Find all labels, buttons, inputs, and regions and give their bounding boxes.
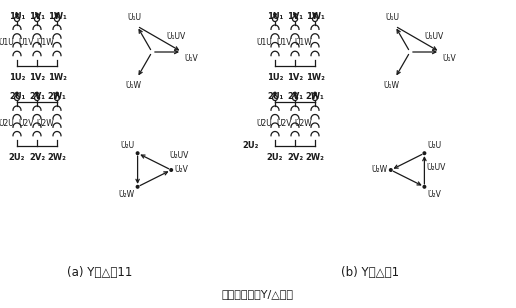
Text: U̇₁V: U̇₁V bbox=[442, 54, 456, 63]
Text: 1W₁: 1W₁ bbox=[47, 12, 67, 21]
Text: 2W₁: 2W₁ bbox=[305, 92, 325, 101]
Text: U̇₂UV: U̇₂UV bbox=[169, 151, 188, 160]
Text: U̇₂U: U̇₂U bbox=[427, 141, 442, 150]
Polygon shape bbox=[423, 185, 426, 188]
Text: U̇2U: U̇2U bbox=[0, 119, 14, 128]
Text: U̇₁UV: U̇₁UV bbox=[425, 31, 444, 41]
Text: 1V₁: 1V₁ bbox=[287, 12, 303, 21]
Text: 2U₂: 2U₂ bbox=[267, 153, 283, 162]
Text: (a) Y／△－11: (a) Y／△－11 bbox=[67, 266, 133, 279]
Text: U̇₁W: U̇₁W bbox=[125, 81, 141, 90]
Polygon shape bbox=[294, 13, 296, 16]
Text: (b) Y／△－1: (b) Y／△－1 bbox=[341, 266, 399, 279]
Text: 2U₂: 2U₂ bbox=[9, 153, 25, 162]
Text: U̇1U: U̇1U bbox=[0, 38, 14, 47]
Polygon shape bbox=[16, 13, 18, 16]
Polygon shape bbox=[274, 13, 276, 16]
Polygon shape bbox=[56, 92, 58, 95]
Text: U̇2W: U̇2W bbox=[294, 119, 312, 128]
Polygon shape bbox=[390, 169, 392, 171]
Text: 1W₂: 1W₂ bbox=[305, 73, 325, 82]
Text: U̇2W: U̇2W bbox=[36, 119, 54, 128]
Text: 2W₂: 2W₂ bbox=[47, 153, 67, 162]
Text: 2U₁: 2U₁ bbox=[9, 92, 25, 101]
Polygon shape bbox=[16, 92, 18, 95]
Text: U̇₂V: U̇₂V bbox=[427, 190, 441, 199]
Text: U̇₂U: U̇₂U bbox=[120, 141, 135, 150]
Text: 2U₂: 2U₂ bbox=[0, 141, 1, 151]
Text: U̇₂W: U̇₂W bbox=[372, 165, 388, 175]
Text: U̇2V: U̇2V bbox=[19, 119, 34, 128]
Text: 2V₂: 2V₂ bbox=[287, 153, 303, 162]
Polygon shape bbox=[314, 13, 316, 16]
Polygon shape bbox=[56, 13, 58, 16]
Polygon shape bbox=[136, 152, 139, 155]
Polygon shape bbox=[423, 152, 426, 155]
Text: 2U₁: 2U₁ bbox=[267, 92, 283, 101]
Polygon shape bbox=[294, 92, 296, 95]
Text: U̇1V: U̇1V bbox=[277, 38, 292, 47]
Polygon shape bbox=[36, 13, 38, 16]
Text: 2W₁: 2W₁ bbox=[47, 92, 67, 101]
Text: 2V₂: 2V₂ bbox=[29, 153, 45, 162]
Text: U̇2U: U̇2U bbox=[256, 119, 272, 128]
Text: 1V₁: 1V₁ bbox=[29, 12, 45, 21]
Text: 1W₂: 1W₂ bbox=[47, 73, 67, 82]
Text: U̇₁V: U̇₁V bbox=[184, 54, 198, 63]
Text: 2V₁: 2V₁ bbox=[29, 92, 45, 101]
Polygon shape bbox=[170, 169, 172, 171]
Text: 2V₁: 2V₁ bbox=[287, 92, 303, 101]
Text: 1V₂: 1V₂ bbox=[287, 73, 303, 82]
Text: U̇2V: U̇2V bbox=[277, 119, 292, 128]
Text: U̇1W: U̇1W bbox=[294, 38, 312, 47]
Text: 1U₁: 1U₁ bbox=[267, 12, 283, 21]
Text: U̇₂W: U̇₂W bbox=[119, 190, 135, 199]
Text: 1U₂: 1U₂ bbox=[9, 73, 25, 82]
Text: U̇1V: U̇1V bbox=[19, 38, 34, 47]
Text: 2U₂: 2U₂ bbox=[243, 141, 259, 151]
Text: U̇1W: U̇1W bbox=[36, 38, 54, 47]
Text: 三相变压器的Y/△连接: 三相变压器的Y/△连接 bbox=[222, 289, 294, 299]
Polygon shape bbox=[314, 92, 316, 95]
Text: U̇₁U: U̇₁U bbox=[385, 13, 399, 22]
Text: U̇1U: U̇1U bbox=[256, 38, 272, 47]
Text: U̇₁U: U̇₁U bbox=[127, 13, 141, 22]
Polygon shape bbox=[274, 92, 276, 95]
Text: U̇₁W: U̇₁W bbox=[383, 81, 399, 90]
Text: 1U₂: 1U₂ bbox=[267, 73, 283, 82]
Polygon shape bbox=[36, 92, 38, 95]
Text: 1W₁: 1W₁ bbox=[305, 12, 325, 21]
Text: 2W₂: 2W₂ bbox=[305, 153, 325, 162]
Text: U̇₂UV: U̇₂UV bbox=[426, 163, 446, 172]
Text: 1V₂: 1V₂ bbox=[29, 73, 45, 82]
Text: U̇₂V: U̇₂V bbox=[174, 165, 188, 175]
Text: U̇₁UV: U̇₁UV bbox=[167, 31, 186, 41]
Text: 1U₁: 1U₁ bbox=[9, 12, 25, 21]
Polygon shape bbox=[136, 185, 139, 188]
